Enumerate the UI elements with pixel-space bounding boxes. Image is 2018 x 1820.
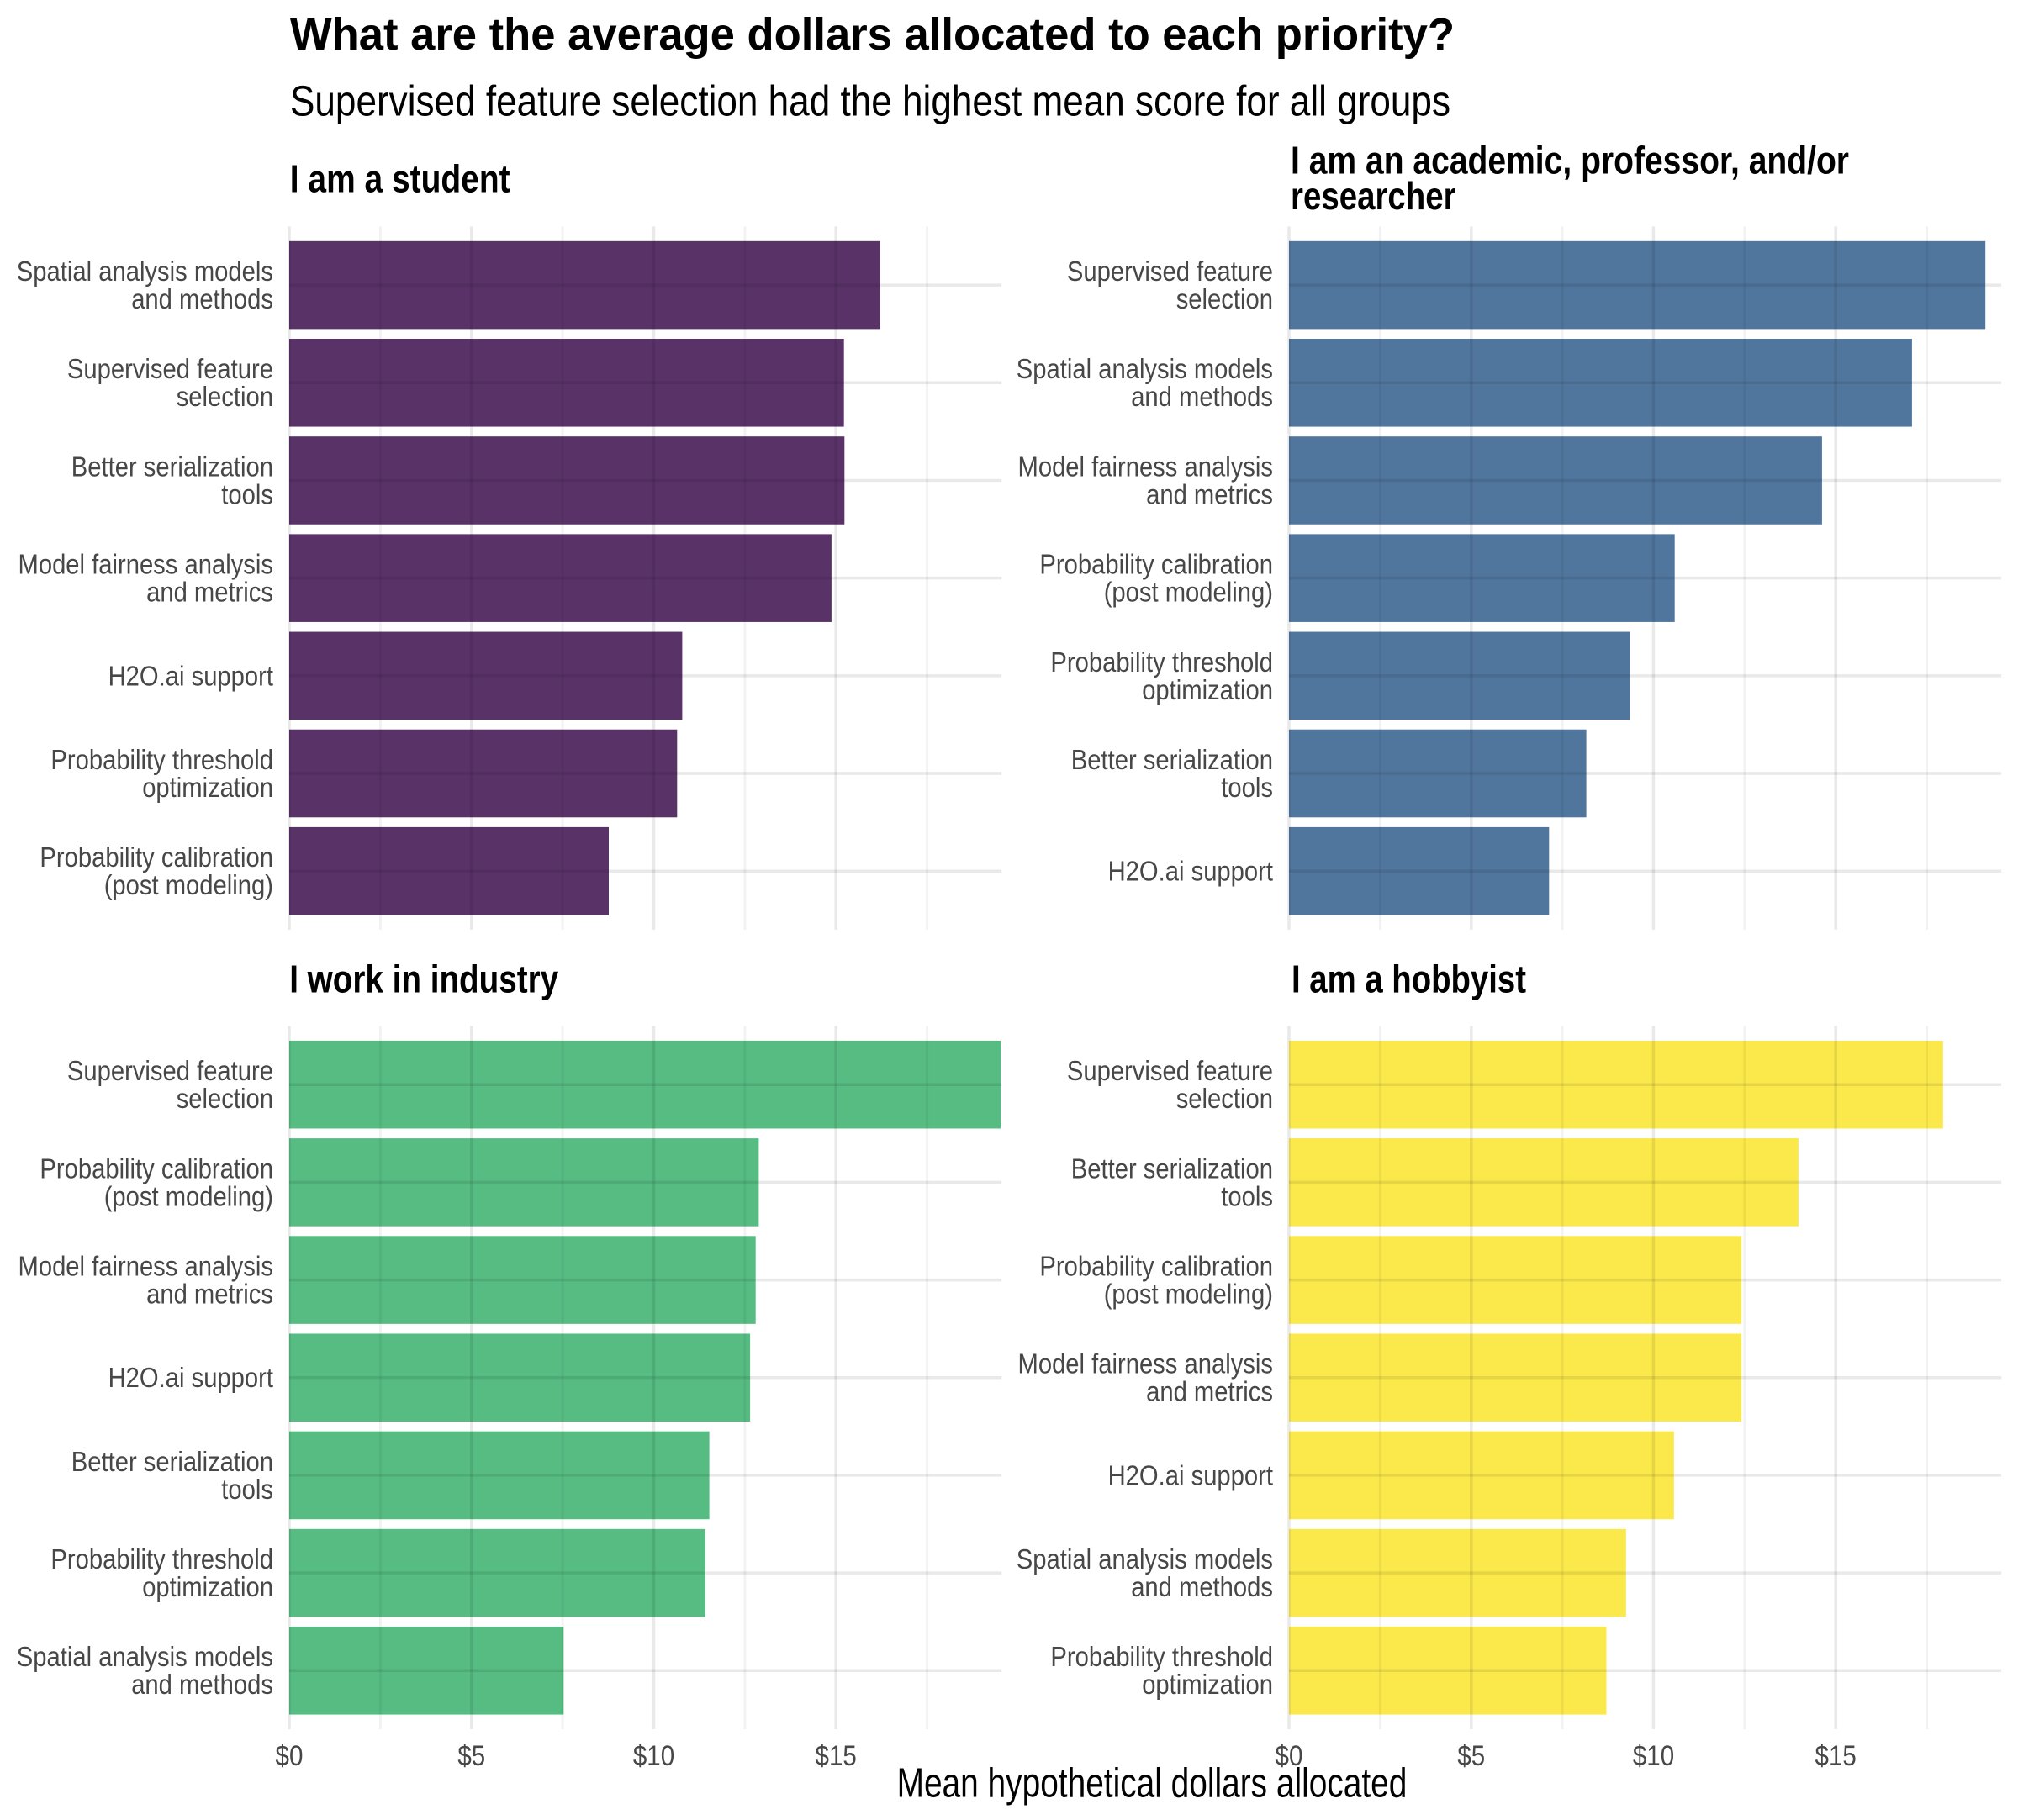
svg-text:Better serialization: Better serialization	[1071, 1153, 1273, 1184]
svg-text:Supervised feature selection h: Supervised feature selection had the hig…	[290, 77, 1450, 125]
svg-text:optimization: optimization	[1142, 674, 1273, 705]
svg-text:Supervised feature: Supervised feature	[1067, 256, 1273, 287]
svg-text:H2O.ai support: H2O.ai support	[1108, 1459, 1273, 1490]
svg-text:optimization: optimization	[1142, 1669, 1273, 1700]
svg-text:Probability calibration: Probability calibration	[40, 841, 273, 873]
svg-text:$15: $15	[816, 1740, 857, 1772]
svg-text:(post modeling): (post modeling)	[1104, 1279, 1273, 1310]
svg-text:and metrics: and metrics	[1146, 1376, 1273, 1407]
svg-text:Spatial analysis models: Spatial analysis models	[17, 1641, 273, 1672]
svg-text:Spatial analysis models: Spatial analysis models	[1017, 353, 1273, 384]
svg-text:optimization: optimization	[142, 772, 273, 803]
svg-text:Mean hypothetical dollars allo: Mean hypothetical dollars allocated	[897, 1761, 1408, 1807]
svg-text:$0: $0	[276, 1740, 304, 1772]
svg-text:$15: $15	[1815, 1740, 1857, 1772]
svg-text:(post modeling): (post modeling)	[104, 1180, 273, 1211]
svg-text:I work in industry: I work in industry	[289, 957, 558, 1001]
svg-text:Model fairness analysis: Model fairness analysis	[1018, 1348, 1274, 1380]
svg-text:tools: tools	[1221, 772, 1273, 803]
svg-text:H2O.ai support: H2O.ai support	[1108, 856, 1273, 887]
svg-text:tools: tools	[1221, 1180, 1273, 1211]
svg-text:Model fairness analysis: Model fairness analysis	[18, 1251, 274, 1282]
svg-text:Supervised feature: Supervised feature	[67, 353, 273, 384]
svg-text:and metrics: and metrics	[1146, 478, 1273, 509]
svg-text:and metrics: and metrics	[146, 577, 273, 608]
svg-text:$10: $10	[633, 1740, 674, 1772]
svg-text:selection: selection	[177, 381, 273, 412]
svg-text:Probability threshold: Probability threshold	[50, 744, 273, 775]
svg-text:Supervised feature: Supervised feature	[67, 1055, 273, 1086]
svg-text:and metrics: and metrics	[146, 1279, 273, 1310]
svg-text:H2O.ai support: H2O.ai support	[108, 660, 273, 691]
svg-text:Probability threshold: Probability threshold	[1050, 1641, 1273, 1672]
svg-text:and methods: and methods	[131, 283, 273, 314]
svg-text:Better serialization: Better serialization	[71, 1446, 273, 1477]
svg-text:and methods: and methods	[1131, 1571, 1273, 1602]
svg-text:Probability calibration: Probability calibration	[1039, 549, 1273, 580]
svg-text:I am an academic, professor, a: I am an academic, professor, and/or	[1291, 138, 1849, 182]
svg-text:$10: $10	[1633, 1740, 1674, 1772]
svg-text:What are the average dollars a: What are the average dollars allocated t…	[290, 9, 1455, 60]
svg-text:Probability threshold: Probability threshold	[1050, 646, 1273, 678]
svg-text:Spatial analysis models: Spatial analysis models	[17, 256, 273, 287]
svg-text:$0: $0	[1276, 1740, 1303, 1772]
svg-text:and methods: and methods	[131, 1669, 273, 1700]
svg-text:Probability threshold: Probability threshold	[50, 1543, 273, 1575]
svg-text:I am a student: I am a student	[290, 156, 510, 200]
svg-text:optimization: optimization	[142, 1571, 273, 1602]
svg-text:Better serialization: Better serialization	[71, 451, 273, 482]
svg-text:(post modeling): (post modeling)	[104, 869, 273, 900]
svg-text:Supervised feature: Supervised feature	[1067, 1055, 1273, 1086]
svg-text:$5: $5	[1457, 1740, 1485, 1772]
svg-text:Probability calibration: Probability calibration	[40, 1153, 273, 1184]
svg-text:selection: selection	[1176, 1083, 1273, 1114]
svg-text:I am a hobbyist: I am a hobbyist	[1292, 957, 1526, 1001]
svg-text:Probability calibration: Probability calibration	[1039, 1251, 1273, 1282]
svg-text:H2O.ai support: H2O.ai support	[108, 1362, 273, 1393]
svg-text:selection: selection	[1176, 283, 1273, 314]
svg-text:selection: selection	[177, 1083, 273, 1114]
svg-text:Better serialization: Better serialization	[1071, 744, 1273, 775]
svg-text:Spatial analysis models: Spatial analysis models	[1017, 1543, 1273, 1575]
svg-text:and methods: and methods	[1131, 381, 1273, 412]
svg-text:tools: tools	[221, 1474, 273, 1505]
svg-text:Model fairness analysis: Model fairness analysis	[18, 549, 274, 580]
svg-text:Model fairness analysis: Model fairness analysis	[1018, 451, 1274, 482]
svg-text:(post modeling): (post modeling)	[1104, 577, 1273, 608]
svg-text:$5: $5	[457, 1740, 485, 1772]
svg-text:researcher: researcher	[1291, 174, 1456, 218]
svg-text:tools: tools	[221, 478, 273, 509]
